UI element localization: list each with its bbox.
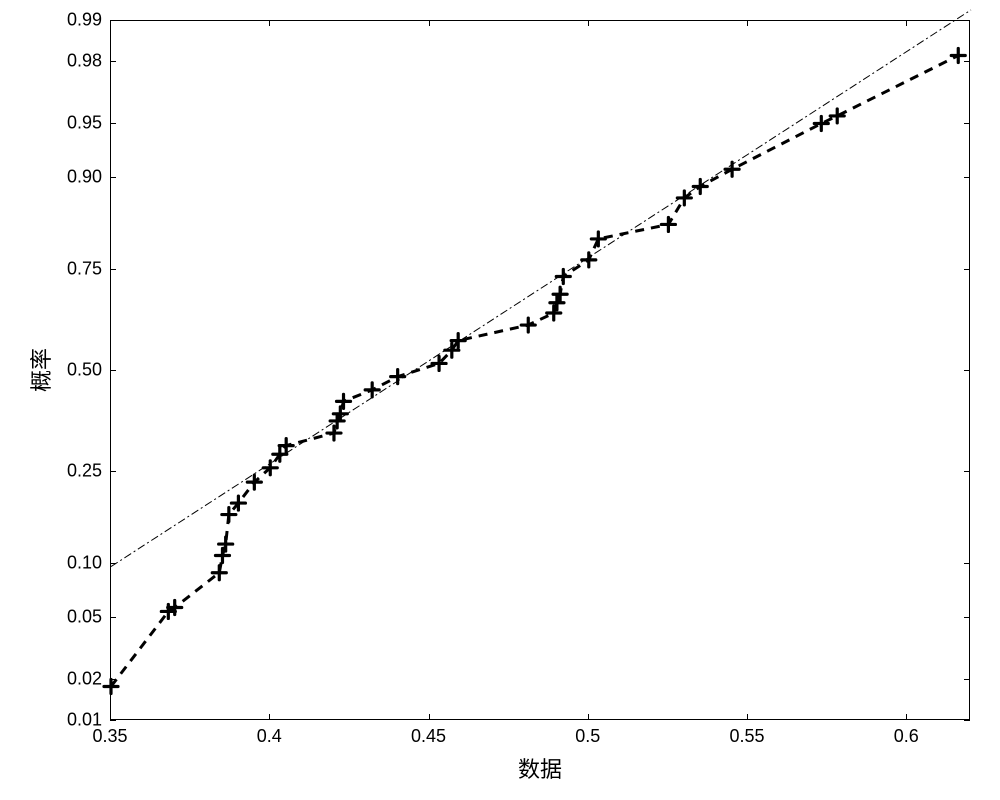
x-tick-label: 0.45 bbox=[411, 726, 446, 747]
data-marker bbox=[521, 318, 535, 332]
y-tick-mark bbox=[964, 720, 970, 721]
data-marker bbox=[814, 117, 828, 131]
data-marker bbox=[725, 162, 739, 176]
x-tick-mark bbox=[906, 714, 907, 720]
x-tick-mark bbox=[269, 20, 270, 26]
data-marker bbox=[219, 537, 233, 551]
probability-plot: 0.010.020.050.100.250.500.750.900.950.98… bbox=[0, 0, 1000, 800]
x-tick-label: 0.4 bbox=[257, 726, 282, 747]
data-marker bbox=[661, 217, 675, 231]
plot-area bbox=[110, 20, 970, 720]
data-marker bbox=[550, 296, 564, 310]
y-tick-mark bbox=[964, 20, 970, 21]
data-marker bbox=[582, 253, 596, 267]
y-tick-mark bbox=[964, 563, 970, 564]
y-tick-mark bbox=[964, 370, 970, 371]
x-tick-mark bbox=[110, 20, 111, 26]
y-tick-mark bbox=[964, 471, 970, 472]
y-tick-mark bbox=[964, 617, 970, 618]
y-tick-mark bbox=[964, 679, 970, 680]
data-marker bbox=[547, 306, 561, 320]
x-tick-label: 0.55 bbox=[730, 726, 765, 747]
x-tick-mark bbox=[747, 20, 748, 26]
data-marker bbox=[215, 549, 229, 563]
y-axis-label: 概率 bbox=[24, 348, 56, 392]
data-marker bbox=[391, 370, 405, 384]
y-tick-label: 0.05 bbox=[67, 607, 102, 628]
x-tick-mark bbox=[429, 20, 430, 26]
y-tick-label: 0.98 bbox=[67, 51, 102, 72]
y-tick-mark bbox=[110, 617, 116, 618]
y-tick-mark bbox=[110, 563, 116, 564]
y-tick-mark bbox=[964, 61, 970, 62]
y-tick-mark bbox=[110, 720, 116, 721]
y-tick-label: 0.25 bbox=[67, 461, 102, 482]
data-marker bbox=[333, 407, 347, 421]
y-tick-label: 0.02 bbox=[67, 668, 102, 689]
y-tick-label: 0.75 bbox=[67, 258, 102, 279]
x-axis-label: 数据 bbox=[518, 752, 562, 784]
y-tick-mark bbox=[110, 123, 116, 124]
y-tick-mark bbox=[110, 471, 116, 472]
reference-line bbox=[111, 10, 971, 567]
y-tick-label: 0.99 bbox=[67, 10, 102, 31]
y-tick-label: 0.95 bbox=[67, 112, 102, 133]
x-tick-label: 0.5 bbox=[575, 726, 600, 747]
data-line bbox=[111, 56, 958, 687]
y-tick-mark bbox=[110, 61, 116, 62]
data-marker bbox=[556, 270, 570, 284]
y-tick-mark bbox=[110, 269, 116, 270]
data-marker bbox=[591, 232, 605, 246]
x-tick-label: 0.6 bbox=[894, 726, 919, 747]
x-tick-mark bbox=[588, 714, 589, 720]
x-tick-mark bbox=[747, 714, 748, 720]
y-tick-mark bbox=[110, 679, 116, 680]
y-tick-mark bbox=[964, 177, 970, 178]
x-tick-mark bbox=[906, 20, 907, 26]
x-tick-mark bbox=[588, 20, 589, 26]
x-tick-mark bbox=[429, 714, 430, 720]
data-marker bbox=[327, 426, 341, 440]
plot-svg bbox=[111, 21, 971, 721]
data-marker bbox=[830, 109, 844, 123]
y-tick-mark bbox=[110, 370, 116, 371]
data-marker bbox=[330, 414, 344, 428]
data-marker bbox=[553, 287, 567, 301]
y-tick-label: 0.10 bbox=[67, 552, 102, 573]
data-marker bbox=[337, 394, 351, 408]
y-tick-mark bbox=[964, 123, 970, 124]
y-tick-label: 0.50 bbox=[67, 360, 102, 381]
x-tick-label: 0.35 bbox=[92, 726, 127, 747]
x-tick-mark bbox=[110, 714, 111, 720]
y-tick-mark bbox=[964, 269, 970, 270]
x-tick-mark bbox=[269, 714, 270, 720]
y-tick-label: 0.90 bbox=[67, 167, 102, 188]
y-tick-mark bbox=[110, 177, 116, 178]
